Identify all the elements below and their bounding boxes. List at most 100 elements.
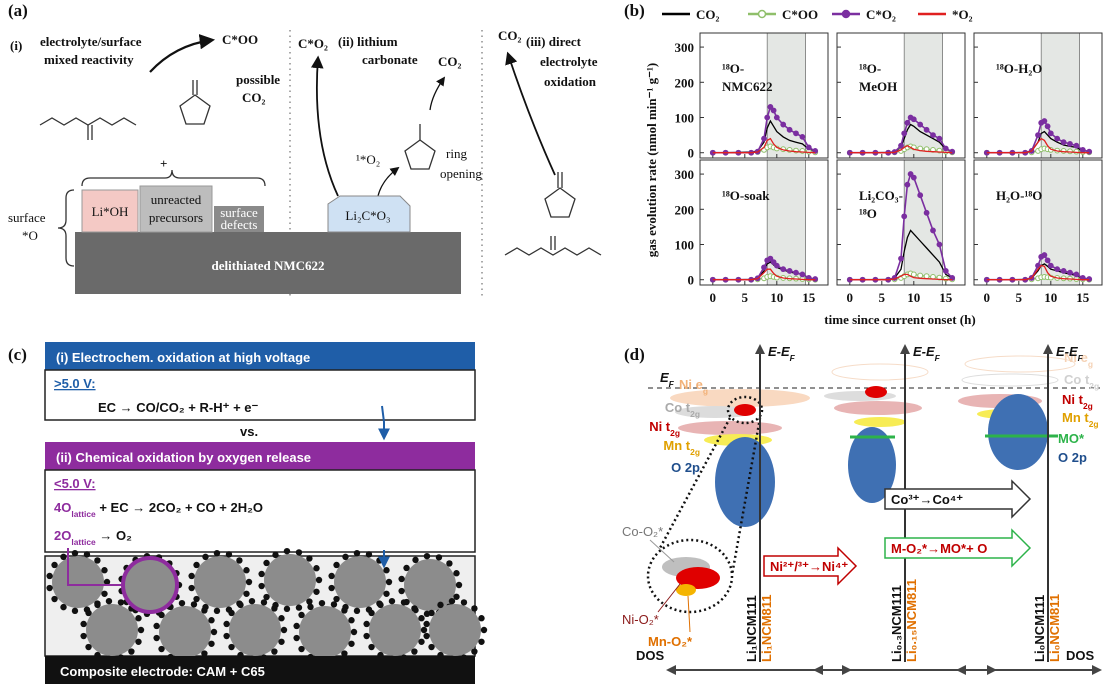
carbon	[348, 641, 354, 647]
carbon	[366, 551, 372, 557]
panel-title: MeOH	[859, 79, 897, 94]
figure: (a) (i) electrolyte/surface mixed reacti…	[0, 0, 1103, 684]
label-part: Co t	[1064, 372, 1090, 387]
carbon	[296, 549, 302, 555]
species: C*O₂	[298, 36, 328, 51]
label-part: E	[660, 370, 669, 385]
carbon	[191, 601, 197, 607]
panel-title: ¹⁸O-H₂O	[996, 61, 1042, 76]
carbon	[158, 612, 164, 618]
x-tick-label: 15	[1076, 290, 1090, 305]
carbon	[72, 550, 78, 556]
label-part: F	[669, 379, 675, 389]
series-marker	[1055, 136, 1060, 141]
band	[832, 364, 928, 380]
carbon	[313, 565, 319, 571]
carbon	[236, 557, 242, 563]
carbon	[418, 639, 424, 645]
carbon	[281, 627, 287, 633]
arrow	[150, 40, 212, 72]
series-marker	[905, 182, 910, 187]
axis-label: DOS	[1066, 648, 1095, 663]
label-part: E-E	[913, 344, 935, 359]
label: Ni t2g	[649, 419, 680, 438]
series-marker	[765, 115, 770, 120]
carbon	[46, 573, 52, 579]
carbon	[471, 648, 477, 654]
carbon	[354, 608, 360, 614]
carbon	[377, 602, 383, 608]
carbon	[263, 560, 269, 566]
x-tick-label: 10	[770, 290, 783, 305]
series-marker	[1068, 142, 1073, 147]
page: Figure { "panel_a": { "label": "(a)", "i…	[0, 0, 1103, 684]
label-part: Ni e	[679, 377, 703, 392]
carbon	[223, 633, 229, 639]
carbon	[94, 602, 100, 608]
x-tick-label: 5	[879, 290, 886, 305]
series-marker	[911, 272, 916, 277]
material-label: Li₁NCM111	[744, 595, 759, 662]
arrow	[317, 58, 338, 196]
carbon	[363, 621, 369, 627]
label-part: E-E	[768, 344, 790, 359]
series-marker	[1048, 263, 1053, 268]
series-marker	[918, 273, 923, 278]
label-part: g	[1088, 359, 1093, 369]
x-tick-label: 0	[984, 290, 991, 305]
carbon	[202, 554, 208, 560]
panel-label: (c)	[8, 345, 27, 364]
caption: carbonate	[362, 52, 418, 67]
series-marker	[794, 270, 799, 275]
plus: +	[160, 156, 167, 171]
carbon	[261, 599, 267, 605]
carbon	[333, 562, 339, 568]
band	[988, 394, 1048, 470]
carbon	[481, 627, 487, 633]
body: (a) (i) electrolyte/surface mixed reacti…	[0, 0, 1103, 684]
label-part: lattice	[71, 537, 96, 547]
series-marker	[794, 131, 799, 136]
carbon	[328, 585, 334, 591]
box-label: defects	[221, 217, 258, 232]
series-marker	[924, 210, 929, 215]
band	[678, 421, 782, 435]
particle	[334, 556, 386, 608]
series-marker	[918, 122, 923, 127]
carbon	[237, 602, 243, 608]
label-part: Co t	[665, 400, 691, 415]
carbon	[342, 554, 348, 560]
panel-title: ¹⁸O-	[859, 61, 881, 76]
label: Co-O₂*	[622, 524, 663, 539]
equation: EC → CO/CO₂ + R-H⁺ + e⁻	[98, 400, 258, 415]
panel-title: Li₂CO₃-	[859, 188, 903, 203]
axis-label: DOS	[636, 648, 665, 663]
label: Mn-O₂*	[648, 634, 693, 649]
carbon	[424, 553, 430, 559]
label-part: 4O	[54, 500, 71, 515]
caption: electrolyte/surface	[40, 34, 142, 49]
axis-label: E-EF	[768, 344, 796, 363]
series-marker	[762, 265, 767, 270]
label-part: 2O	[54, 528, 71, 543]
carbon	[354, 550, 360, 556]
carbon	[80, 633, 86, 639]
panel-c: (c) (i) Electrochem. oxidation at high v…	[8, 342, 487, 684]
carbon	[188, 585, 194, 591]
vs: vs.	[240, 424, 258, 439]
carbon	[158, 646, 164, 652]
carbon	[376, 557, 382, 563]
series-marker	[781, 122, 786, 127]
series-marker	[918, 193, 923, 198]
carbon	[389, 598, 395, 604]
x-axis-label: time since current onset (h)	[824, 312, 975, 327]
label-part: Mn t	[1062, 410, 1089, 425]
carbon	[135, 639, 141, 645]
box-label: unreacted	[151, 192, 202, 207]
material-label: Li₁NCM811	[759, 594, 774, 662]
x-tick-label: 10	[907, 290, 920, 305]
label: Mn t2g	[663, 438, 700, 457]
carbon	[201, 650, 207, 656]
label-part: 2g	[1089, 419, 1099, 429]
carbon	[272, 552, 278, 558]
